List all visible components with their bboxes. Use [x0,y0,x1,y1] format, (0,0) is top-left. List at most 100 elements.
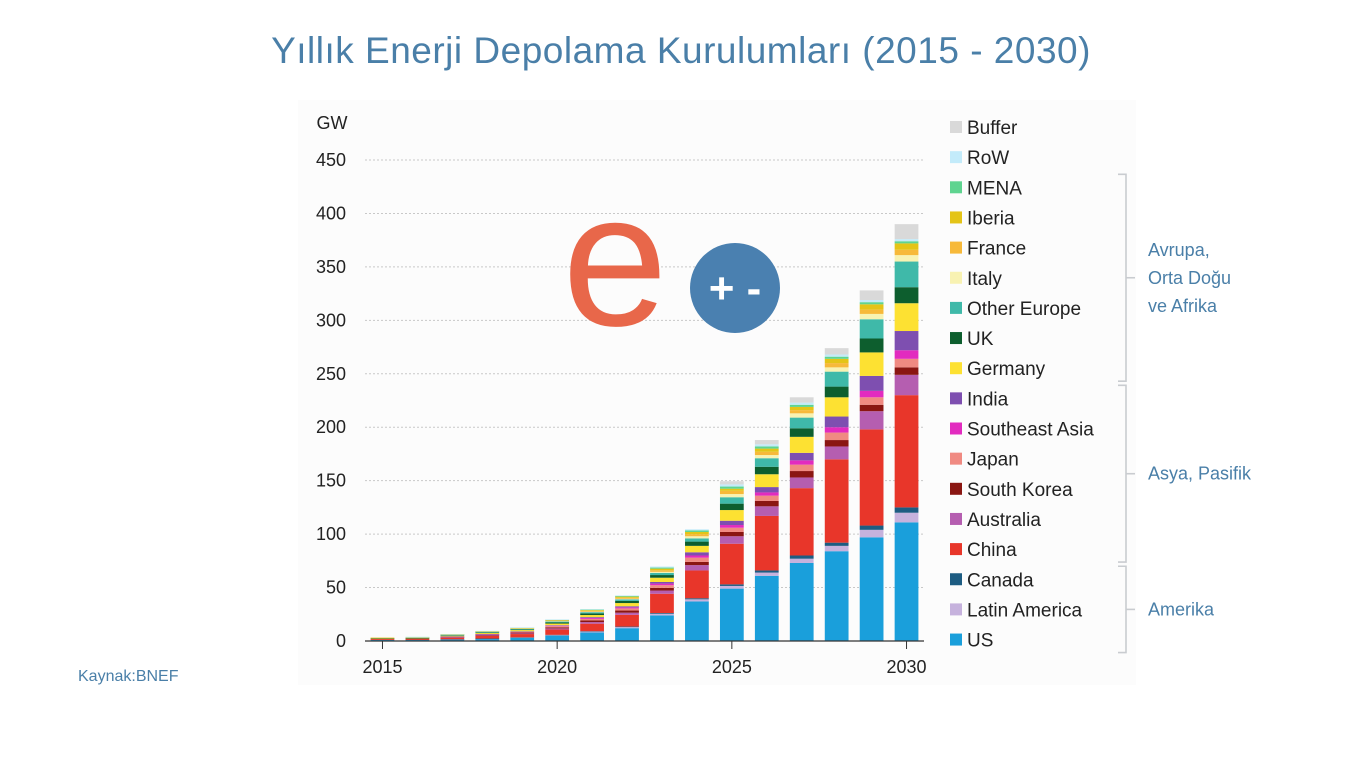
bar-segment-other-europe [894,261,919,288]
bar-segment-uk [545,622,570,624]
bar-segment-australia [685,565,709,571]
bar-segment-japan [824,432,849,441]
logo-circle-icon [690,243,780,333]
legend-swatch-us [950,633,962,646]
bar-segment-italy [685,536,709,539]
y-tick-label: 250 [316,364,346,384]
bar-segment-china [370,638,395,640]
bar-layer [370,224,919,641]
bar-segment-china [440,637,465,640]
bar-segment-france [789,410,814,414]
bar-segment-row [719,484,744,487]
bar-segment-italy [894,255,919,262]
bar-segment-uk [685,541,709,546]
bar-segment-australia [475,635,500,636]
legend-swatch-italy [950,271,962,284]
bar-segment-iberia [580,610,604,611]
bar-segment-canada [754,570,779,573]
bar-segment-mena [789,404,814,407]
bar-segment-south-korea [510,632,535,634]
bar-segment-south-korea [685,561,709,566]
bar-segment-latin-america [685,599,709,602]
bar-segment-us [685,601,709,641]
bar-segment-us [615,628,639,641]
bar-segment-us [580,632,604,641]
legend-swatch-france [950,241,962,254]
bar-segment-iberia [859,304,884,310]
source-label: Kaynak:BNEF [78,668,179,685]
bar-segment-canada [475,638,500,640]
bar-segment-australia [615,612,639,615]
bar-segment-japan [685,557,709,562]
bar-segment-india [580,617,604,619]
bar-segment-uk [615,600,639,604]
bar-segment-other-europe [510,628,535,630]
bar-segment-row [894,239,919,242]
bar-segment-latin-america [754,572,779,576]
legend-label-china: China [967,540,1017,561]
logo-letter: e [562,154,668,366]
bar-segment-china [650,593,674,613]
bar-segment-iberia [545,620,570,621]
bar-segment-uk [650,575,674,578]
legend-label-latin-america: Latin America [967,600,1083,621]
legend-label-japan: Japan [967,450,1019,471]
y-axis-label: GW [317,113,348,133]
bar-segment-india [894,331,919,351]
bar-segment-italy [650,571,674,573]
bar-segment-latin-america [894,512,919,523]
bar-segment-india [719,520,744,526]
bar-segment-buffer [719,481,744,485]
bar-segment-italy [754,455,779,459]
bar-segment-row [859,300,884,303]
bar-segment-germany [475,632,500,635]
bar-segment-other-europe [615,599,639,601]
legend-label-uk: UK [967,329,994,350]
bar-segment-italy [824,367,849,372]
bar-segment-france [754,451,779,456]
bar-segment-iberia [615,596,639,598]
bar-segment-germany [789,436,814,453]
bar-segment-india [510,631,535,632]
bar-segment-india [754,487,779,493]
bar-segment-france [685,534,709,537]
bar-segment-iberia [894,243,919,250]
bar-segment-row [405,636,430,638]
legend-swatch-iberia [950,211,962,224]
bar-segment-mena [685,530,709,532]
bar-segment-uk [894,287,919,304]
bar-segment-uk [475,632,500,634]
bar-segment-row [615,595,639,596]
bar-segment-mena [894,241,919,244]
bar-segment-mena [754,446,779,449]
bar-segment-china [510,634,535,638]
bar-segment-china [754,515,779,571]
bar-segment-uk [754,466,779,475]
bar-segment-mena [824,356,849,359]
bar-segment-germany [685,545,709,553]
bar-segment-japan [545,626,570,628]
bar-segment-japan [719,527,744,532]
bar-segment-india [440,636,465,638]
bar-segment-us [440,639,465,641]
bar-segment-france [580,610,604,612]
bar-segment-china [894,395,919,508]
legend-label-buffer: Buffer [967,118,1018,139]
bar-segment-germany [615,603,639,607]
bar-segment-germany [510,630,535,632]
bar-segment-latin-america [650,613,674,616]
bar-segment-us [545,635,570,641]
bar-segment-canada [719,584,744,586]
bar-segment-iberia [824,358,849,364]
legend-swatch-uk [950,332,962,345]
bar-segment-china [545,629,570,635]
bar-segment-latin-america [580,631,604,633]
bar-segment-other-europe [754,458,779,467]
bar-segment-india [475,634,500,635]
y-tick-label: 450 [316,150,346,170]
bar-segment-australia [580,622,604,624]
bar-segment-southeast-asia [510,631,535,633]
y-tick-label: 150 [316,471,346,491]
bar-segment-germany [440,635,465,637]
bar-segment-australia [859,411,884,430]
